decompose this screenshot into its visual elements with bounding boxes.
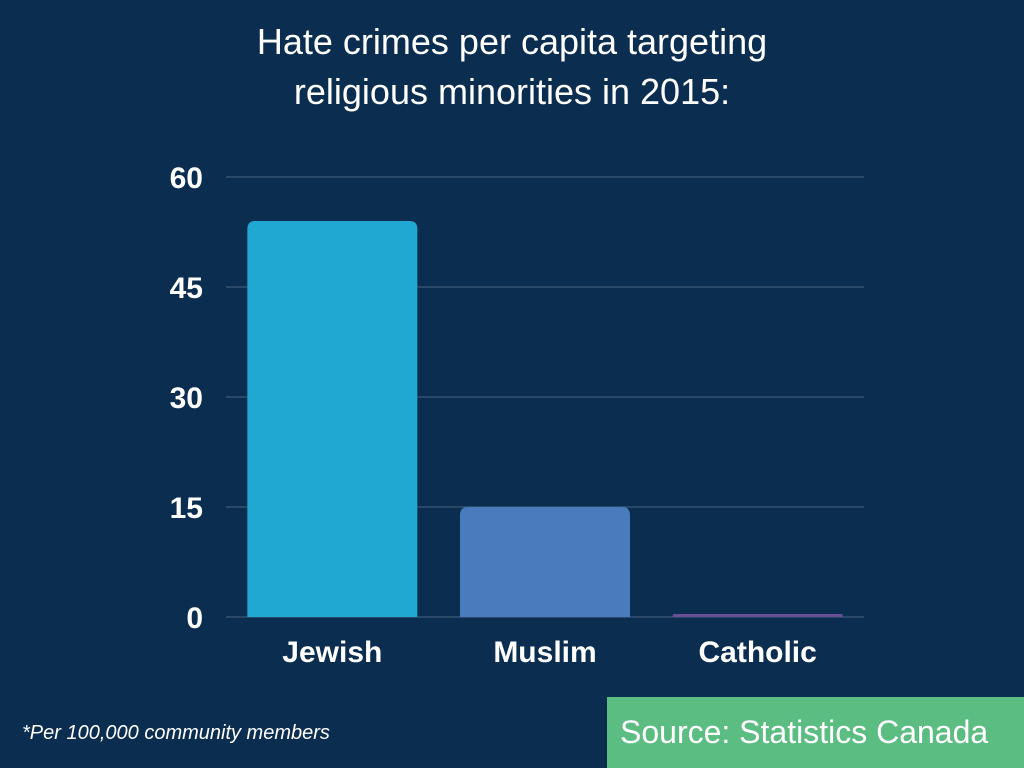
y-tick-label-15: 15 xyxy=(170,492,203,525)
bar-catholic xyxy=(672,614,843,617)
bar-muslim xyxy=(460,507,630,617)
y-axis-tick-labels: 0 15 30 45 60 xyxy=(170,162,203,635)
category-label-catholic: Catholic xyxy=(698,636,816,669)
source-label: Source: Statistics Canada xyxy=(620,714,989,750)
y-tick-label-0: 0 xyxy=(186,602,203,635)
y-tick-label-45: 45 xyxy=(170,272,203,305)
category-label-jewish: Jewish xyxy=(282,636,382,669)
x-axis-category-labels: Jewish Muslim Catholic xyxy=(282,636,817,669)
bars xyxy=(247,221,843,617)
source-box: Source: Statistics Canada xyxy=(607,697,1024,768)
chart-title-line-1: Hate crimes per capita targeting xyxy=(256,21,768,62)
bar-jewish xyxy=(247,221,418,617)
chart-title-line-2: religious minorities in 2015: xyxy=(293,71,731,112)
footnote: *Per 100,000 community members xyxy=(22,722,330,744)
y-tick-label-30: 30 xyxy=(170,382,203,415)
category-label-muslim: Muslim xyxy=(493,636,596,669)
y-tick-label-60: 60 xyxy=(170,162,203,195)
